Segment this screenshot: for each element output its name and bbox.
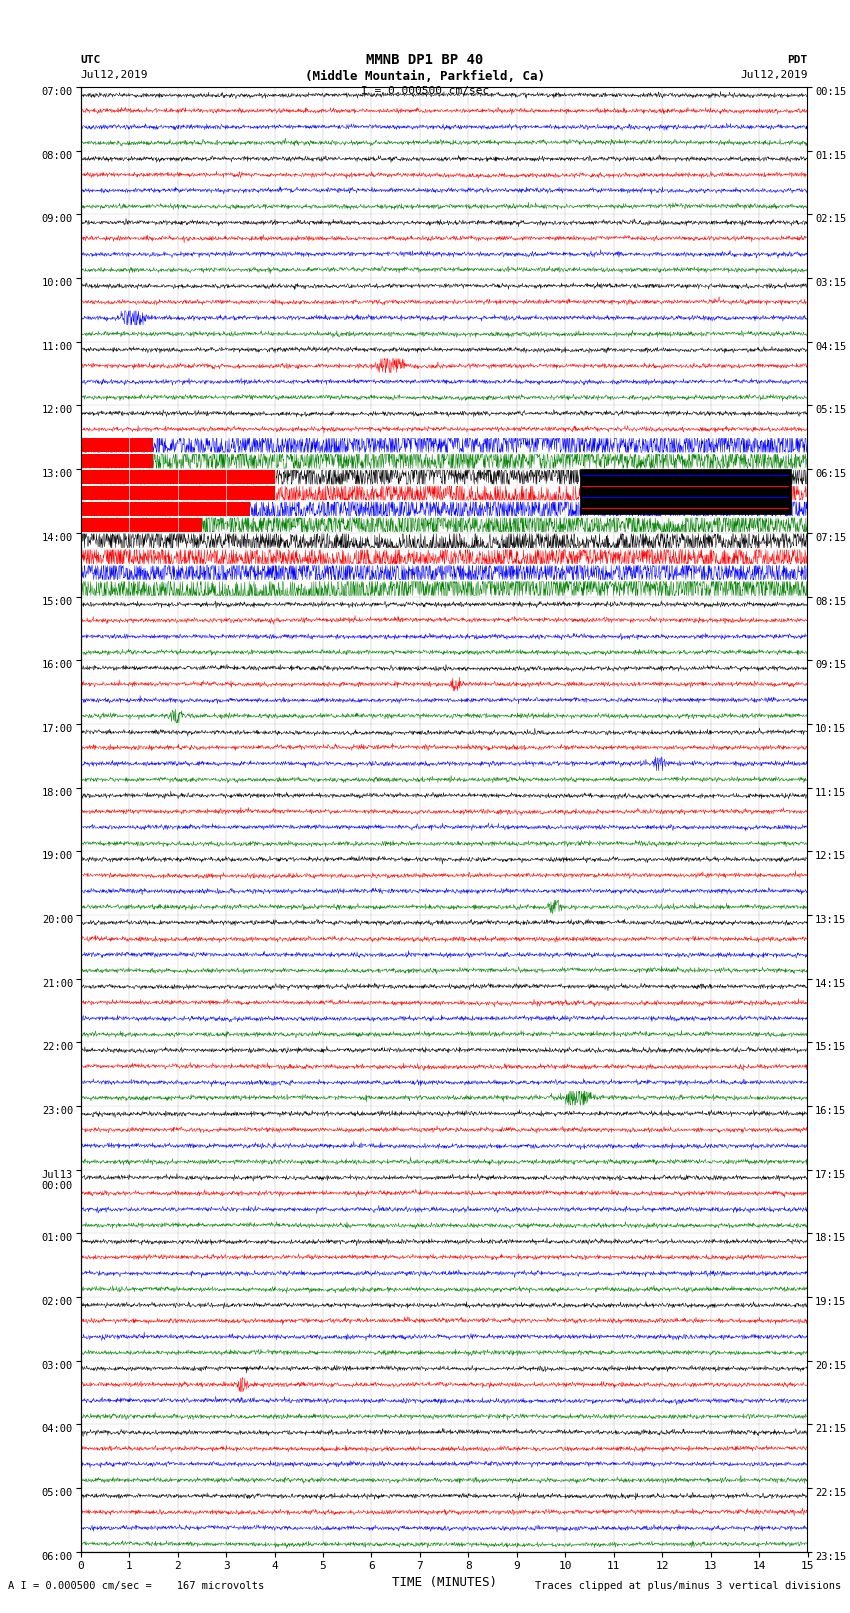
Bar bbox=[580, 469, 790, 515]
Text: (Middle Mountain, Parkfield, Ca): (Middle Mountain, Parkfield, Ca) bbox=[305, 69, 545, 84]
Bar bbox=[81, 518, 201, 532]
Text: Traces clipped at plus/minus 3 vertical divisions: Traces clipped at plus/minus 3 vertical … bbox=[536, 1581, 842, 1590]
Bar bbox=[81, 486, 275, 500]
Text: UTC: UTC bbox=[81, 55, 101, 66]
Bar bbox=[81, 439, 153, 452]
Text: I = 0.000500 cm/sec: I = 0.000500 cm/sec bbox=[361, 85, 489, 97]
Text: Jul12,2019: Jul12,2019 bbox=[740, 69, 808, 81]
Text: MMNB DP1 BP 40: MMNB DP1 BP 40 bbox=[366, 53, 484, 68]
Bar bbox=[81, 455, 153, 468]
Text: A I = 0.000500 cm/sec =    167 microvolts: A I = 0.000500 cm/sec = 167 microvolts bbox=[8, 1581, 264, 1590]
Bar bbox=[81, 469, 275, 484]
Text: PDT: PDT bbox=[787, 55, 808, 66]
Bar bbox=[81, 502, 250, 516]
X-axis label: TIME (MINUTES): TIME (MINUTES) bbox=[392, 1576, 496, 1589]
Text: Jul12,2019: Jul12,2019 bbox=[81, 69, 148, 81]
